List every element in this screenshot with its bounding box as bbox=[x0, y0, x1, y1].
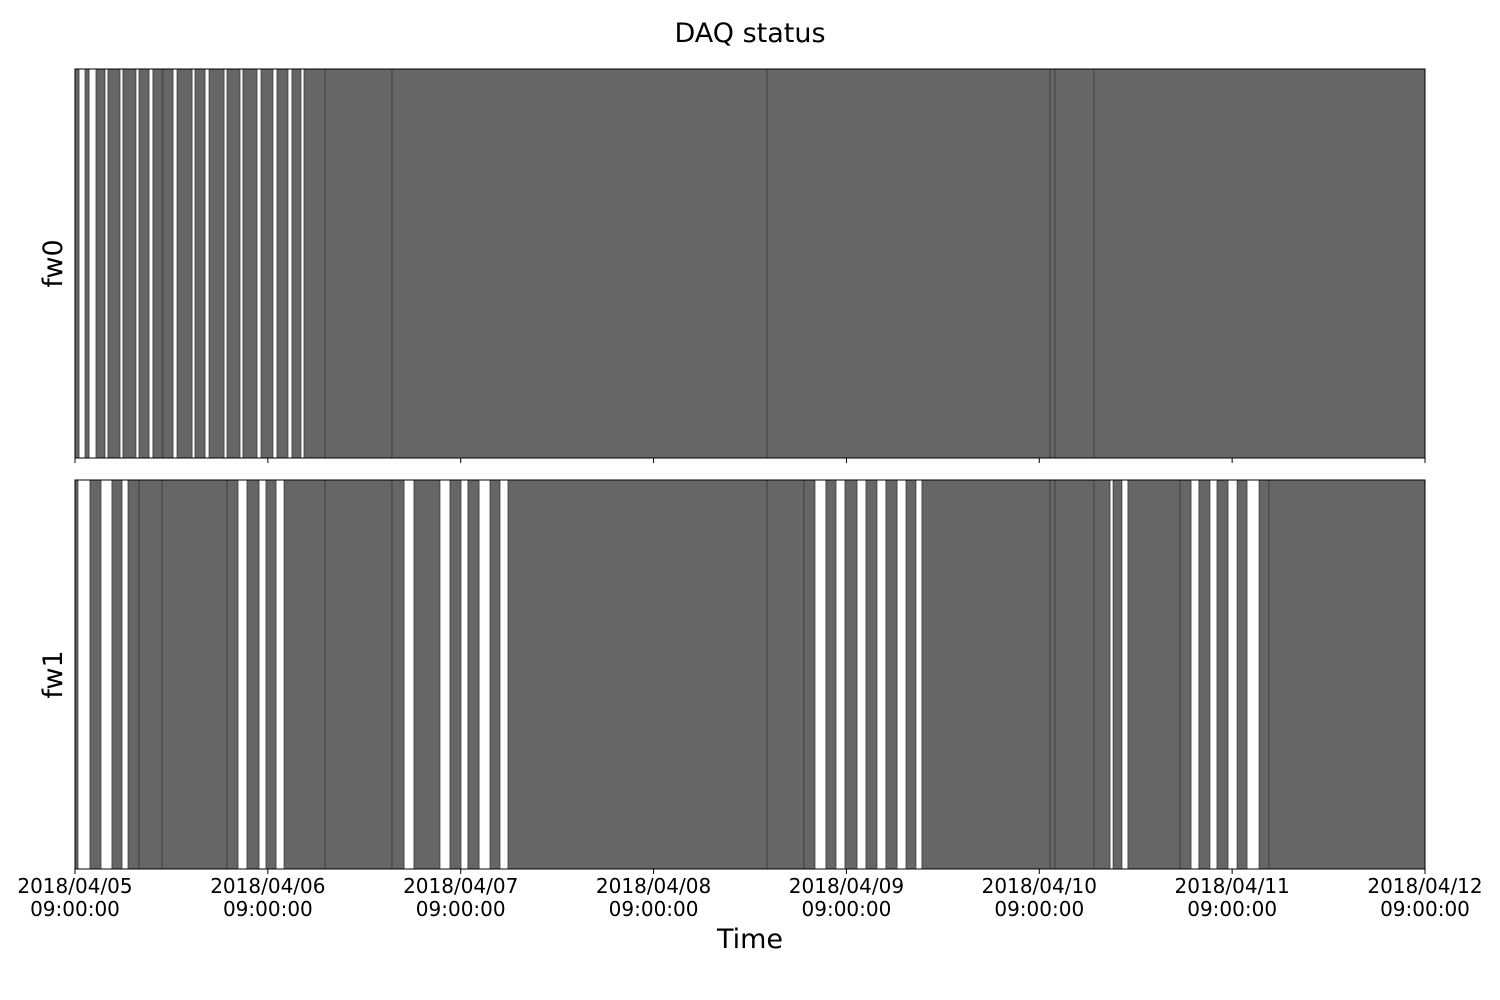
segment bbox=[74, 68, 80, 459]
x-tick-label-line: 2018/04/12 bbox=[1367, 874, 1482, 898]
segment bbox=[1127, 479, 1181, 870]
panel-frame bbox=[74, 479, 1426, 870]
segment bbox=[1216, 479, 1229, 870]
segment bbox=[391, 479, 405, 870]
segment bbox=[122, 68, 137, 459]
segment bbox=[766, 68, 1051, 459]
x-tick-label-line: 09:00:00 bbox=[416, 897, 506, 921]
segment bbox=[194, 68, 206, 459]
segment bbox=[276, 68, 289, 459]
segment bbox=[921, 479, 1051, 870]
segment bbox=[1258, 479, 1270, 870]
segment bbox=[803, 479, 816, 870]
x-tick-label-line: 2018/04/05 bbox=[17, 874, 132, 898]
segment bbox=[303, 68, 326, 459]
segment bbox=[260, 68, 274, 459]
x-tick-label: 2018/04/08 09:00:00 bbox=[596, 874, 711, 921]
segment bbox=[1198, 479, 1211, 870]
x-tick-label: 2018/04/06 09:00:00 bbox=[210, 874, 325, 921]
x-tick-label-line: 09:00:00 bbox=[609, 897, 699, 921]
segment bbox=[138, 479, 163, 870]
segment bbox=[95, 68, 106, 459]
segment bbox=[766, 479, 805, 870]
x-tick-label: 2018/04/09 09:00:00 bbox=[789, 874, 904, 921]
segment bbox=[265, 479, 277, 870]
segment bbox=[208, 68, 225, 459]
segment bbox=[246, 479, 260, 870]
x-tick-label-line: 09:00:00 bbox=[802, 897, 892, 921]
y-axis-label: fw0 bbox=[38, 239, 69, 287]
panel-frame bbox=[74, 68, 1426, 459]
segment bbox=[324, 68, 393, 459]
segment bbox=[467, 479, 480, 870]
segment bbox=[138, 68, 150, 459]
segment bbox=[885, 479, 898, 870]
segment bbox=[1054, 68, 1095, 459]
segment bbox=[84, 68, 90, 459]
segment bbox=[844, 479, 858, 870]
segment bbox=[152, 68, 163, 459]
x-tick-label: 2018/04/10 09:00:00 bbox=[982, 874, 1097, 921]
x-tick-label-line: 2018/04/10 bbox=[982, 874, 1097, 898]
x-tick-label-line: 2018/04/08 bbox=[596, 874, 711, 898]
x-tick-label-line: 2018/04/07 bbox=[403, 874, 518, 898]
segment bbox=[507, 479, 768, 870]
segment bbox=[226, 68, 241, 459]
segment bbox=[161, 479, 228, 870]
segment bbox=[1112, 479, 1123, 870]
segment bbox=[226, 479, 239, 870]
segment bbox=[1093, 479, 1111, 870]
segment bbox=[449, 479, 462, 870]
segment bbox=[905, 479, 917, 870]
segment bbox=[107, 68, 121, 459]
segment bbox=[176, 68, 193, 459]
segment bbox=[162, 68, 174, 459]
segment bbox=[825, 479, 837, 870]
y-axis-label: fw1 bbox=[38, 650, 69, 698]
segment bbox=[1049, 479, 1056, 870]
segment bbox=[1236, 479, 1248, 870]
x-tick-label-line: 09:00:00 bbox=[223, 897, 313, 921]
segment bbox=[324, 479, 393, 870]
x-tick-label-line: 2018/04/09 bbox=[789, 874, 904, 898]
segment bbox=[1268, 479, 1426, 870]
x-tick-label: 2018/04/07 09:00:00 bbox=[403, 874, 518, 921]
segment bbox=[111, 479, 123, 870]
segment bbox=[489, 479, 501, 870]
x-axis-label: Time bbox=[716, 924, 783, 955]
segment bbox=[391, 68, 768, 459]
segment bbox=[1049, 68, 1056, 459]
segment bbox=[1093, 68, 1426, 459]
x-tick-label-line: 2018/04/11 bbox=[1175, 874, 1290, 898]
segment bbox=[1179, 479, 1192, 870]
chart-title: DAQ status bbox=[674, 18, 825, 49]
segment bbox=[283, 479, 326, 870]
x-tick-label-line: 09:00:00 bbox=[1380, 897, 1470, 921]
x-tick-label-line: 09:00:00 bbox=[994, 897, 1084, 921]
x-tick-label: 2018/04/11 09:00:00 bbox=[1175, 874, 1290, 921]
segment bbox=[291, 68, 302, 459]
x-tick-label-line: 2018/04/06 bbox=[210, 874, 325, 898]
x-tick-label: 2018/04/05 09:00:00 bbox=[17, 874, 132, 921]
x-tick-label-line: 09:00:00 bbox=[1187, 897, 1277, 921]
x-tick-label: 2018/04/12 09:00:00 bbox=[1367, 874, 1482, 921]
segment bbox=[89, 479, 102, 870]
segment bbox=[865, 479, 878, 870]
x-tick-label-line: 09:00:00 bbox=[30, 897, 120, 921]
segment bbox=[1054, 479, 1095, 870]
segment bbox=[127, 479, 140, 870]
segment bbox=[242, 68, 258, 459]
segment bbox=[413, 479, 441, 870]
